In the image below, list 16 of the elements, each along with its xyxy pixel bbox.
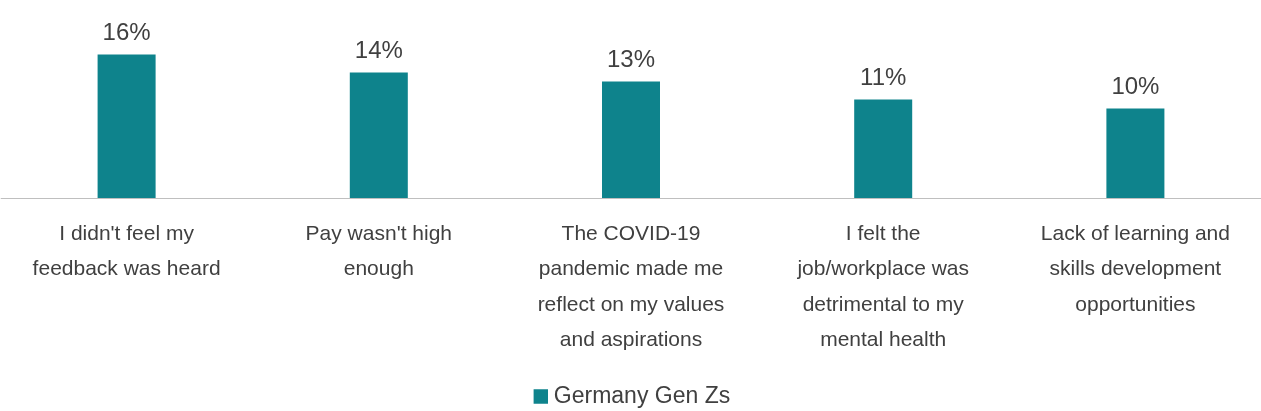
data-label: 16% xyxy=(102,17,151,45)
bar xyxy=(1106,108,1165,199)
data-label: 11% xyxy=(860,62,907,90)
data-label: 14% xyxy=(354,35,403,63)
bar xyxy=(97,54,156,199)
bar xyxy=(854,99,913,199)
bar xyxy=(602,81,660,199)
x-tick-label: I felt the job/workplace was detrimental to my mental health xyxy=(796,220,969,351)
x-tick-label: Lack of learning and skills development opportunities xyxy=(1040,220,1230,315)
x-tick-label: Pay wasn't high enough xyxy=(305,220,453,280)
bar xyxy=(349,72,408,199)
x-tick-label: I didn't feel my feedback was heard xyxy=(32,220,221,280)
legend-label: Germany Gen Zs xyxy=(553,382,731,409)
data-label: 10% xyxy=(1111,71,1160,99)
x-tick-label: The COVID-19 pandemic made me reflect on my values and aspirations xyxy=(537,220,725,351)
data-label: 13% xyxy=(606,44,656,72)
